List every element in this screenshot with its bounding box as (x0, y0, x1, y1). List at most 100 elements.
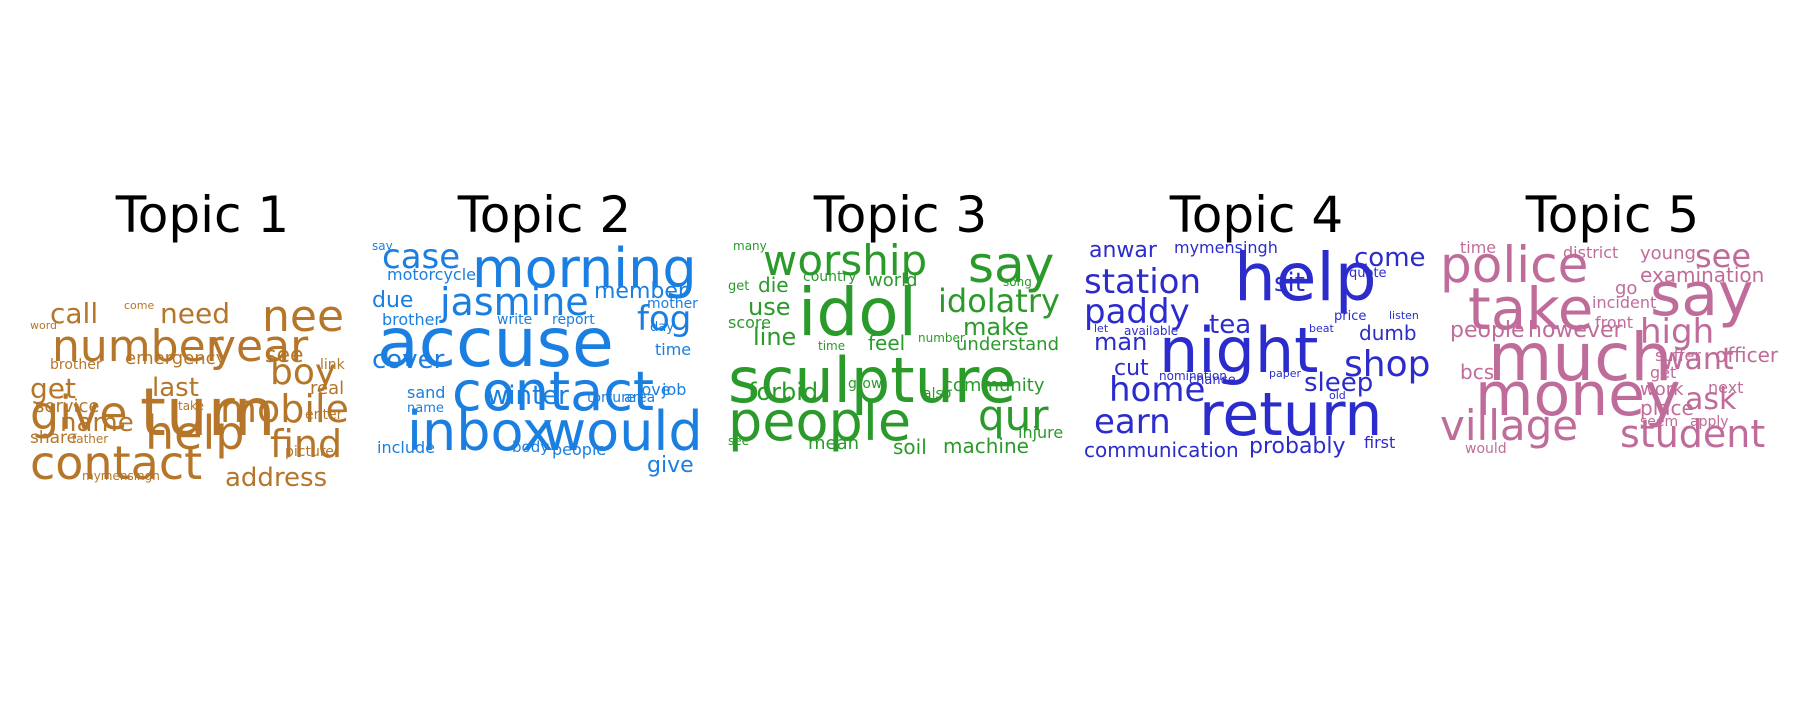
topic-3-word-feel: feel (868, 331, 906, 355)
topic-5-word-high: high (1640, 312, 1715, 352)
topic-3-word-song: song (1003, 275, 1032, 289)
topic-1-word-mymensingh: mymensingh (82, 469, 160, 483)
topic-5-word-examination: examination (1640, 263, 1765, 287)
topic-2-word-inbox: inbox (407, 400, 554, 463)
topic-3-word-see: see (728, 434, 750, 448)
topic-5-word-get: get (1650, 363, 1677, 382)
topic-4-word-price: price (1334, 309, 1367, 324)
topic-1-word-come: come (124, 299, 155, 312)
topic-3-title: Topic 3 (813, 186, 988, 244)
topic-1-word-name: name (60, 408, 134, 438)
topic-1-word-see: see (265, 343, 304, 368)
topic-1-word-father: father (72, 432, 109, 446)
topic-1-word-help: help (145, 406, 245, 460)
topic-5-word-incident: incident (1592, 293, 1657, 312)
topic-4-word-mymensingh: mymensingh (1174, 238, 1278, 257)
topic-4-word-sleep: sleep (1304, 368, 1374, 398)
topic-1-word-need: need (160, 297, 230, 330)
topic-2-word-winter: winter (487, 381, 569, 411)
topic-3-panel: Topic 3 sculpture idol people worship say qur… (728, 185, 1073, 500)
topic-4-word-return: return (1199, 380, 1383, 450)
topic-5-word-seem: seem (1640, 414, 1679, 430)
topic-5-word-ask: ask (1685, 382, 1737, 417)
topic-1-word-service: service (35, 396, 100, 417)
topic-2-word-due: due (372, 288, 414, 313)
topic-4-word-paddy: paddy (1084, 292, 1190, 332)
topic-4-word-beat: beat (1309, 322, 1334, 335)
topic-1-word-word: word (30, 319, 58, 332)
topic-4-panel: Topic 4 help night return station paddy home e… (1084, 185, 1431, 500)
topic-1-word-mobile: mobile (220, 387, 349, 431)
topic-2-word-body: body (512, 438, 550, 456)
topic-2-word-case: case (382, 237, 461, 277)
topic-3-word-number: number (918, 331, 965, 345)
topic-4-word-old: old (1329, 389, 1346, 402)
topic-4-word-available: available (1124, 324, 1179, 338)
topic-3-word-idol: idol (798, 274, 917, 351)
topic-1-word-call: call (50, 297, 99, 330)
topic-1-word-address: address (225, 463, 328, 493)
topic-3-word-sculpture: sculpture (728, 344, 1017, 417)
topic-2-title: Topic 2 (457, 186, 632, 244)
topic-1-word-year: year (210, 321, 309, 372)
topic-4-word-anwar: anwar (1089, 238, 1157, 263)
topic-3-word-line: line (753, 323, 797, 351)
topic-5-word-take: take (1468, 275, 1594, 343)
topic-4-word-station: station (1084, 262, 1202, 302)
topic-1-word-find: find (270, 422, 343, 466)
topic-1-word-contact: contact (30, 436, 203, 490)
topic-5-word-officer: officer (1715, 343, 1779, 367)
topic-2-panel: Topic 2 accuse morning contact inbox would ja… (372, 185, 717, 500)
topic-4-word-chance: chance (1189, 373, 1236, 388)
topic-5-word-money: money (1475, 360, 1681, 430)
topic-2-word-sand: sand (407, 383, 446, 402)
topic-3-word-grow: grow (848, 376, 883, 392)
topic-1-word-get: get (30, 372, 76, 405)
topic-4-word-shop: shop (1344, 344, 1431, 385)
topic-2-word-motorcycle: motorcycle (387, 265, 477, 284)
topic-2-word-give: give (647, 453, 694, 478)
topic-4-word-let: let (1094, 322, 1109, 335)
topic-1-word-picture: picture (285, 444, 334, 460)
topic-3-word-time: time (818, 339, 846, 353)
topic-2-word-cloud: accuse morning contact inbox would jasmine cas… (372, 240, 717, 500)
topic-2-word-would: would (542, 400, 703, 463)
topic-1-word-last: last (152, 373, 199, 403)
topic-2-word-include: include (377, 438, 435, 457)
topic-1-title: Topic 1 (115, 186, 290, 244)
topic-4-word-communication: communication (1084, 438, 1239, 462)
topic-1-word-enter: enter (305, 407, 343, 423)
topic-3-word-get: get (728, 279, 750, 294)
topic-2-word-torture: torture (587, 390, 636, 406)
topic-5-panel: Topic 5 much money take police say village stu… (1440, 185, 1785, 500)
topic-2-word-name: name (407, 401, 444, 416)
topic-3-word-community: community (943, 375, 1045, 396)
topic-3-word-say: say (968, 236, 1055, 294)
topic-2-word-mother: mother (647, 296, 698, 312)
topic-5-word-suffer: suffer (1655, 346, 1701, 365)
topic-2-word-brother: brother (382, 310, 442, 329)
topic-4-word-dumb: dumb (1359, 321, 1417, 345)
topic-3-word-injure: injure (1018, 423, 1064, 442)
topic-3-word-many: many (733, 239, 767, 253)
topic-3-word-also: also (923, 386, 952, 402)
topic-1-word-share: share (30, 428, 78, 448)
topic-3-word-machine: machine (943, 434, 1029, 458)
topic-5-word-front: front (1595, 313, 1634, 332)
topic-2-word-area: area (624, 390, 656, 406)
topic-3-word-idolatry: idolatry (938, 282, 1060, 320)
topic-4-word-paper: paper (1269, 367, 1301, 380)
topic-3-word-world: world (868, 270, 918, 291)
topic-5-word-next: next (1708, 378, 1744, 397)
topic-4-word-tea: tea (1209, 310, 1252, 340)
topic-5-word-village: village (1440, 401, 1579, 450)
topic-2-word-job: job (662, 380, 687, 399)
topic-4-word-cloud: help night return station paddy home earn shop s… (1084, 238, 1431, 500)
topic-5-word-much: much (1488, 319, 1673, 396)
topic-2-word-morning: morning (472, 237, 697, 300)
topic-2-word-fog: fog (637, 299, 692, 339)
topic-3-word-understand: understand (956, 334, 1060, 355)
topic-5-word-young: young (1640, 243, 1696, 264)
topic-2-word-write: write (497, 312, 533, 328)
topic-5-word-student: student (1620, 412, 1766, 456)
